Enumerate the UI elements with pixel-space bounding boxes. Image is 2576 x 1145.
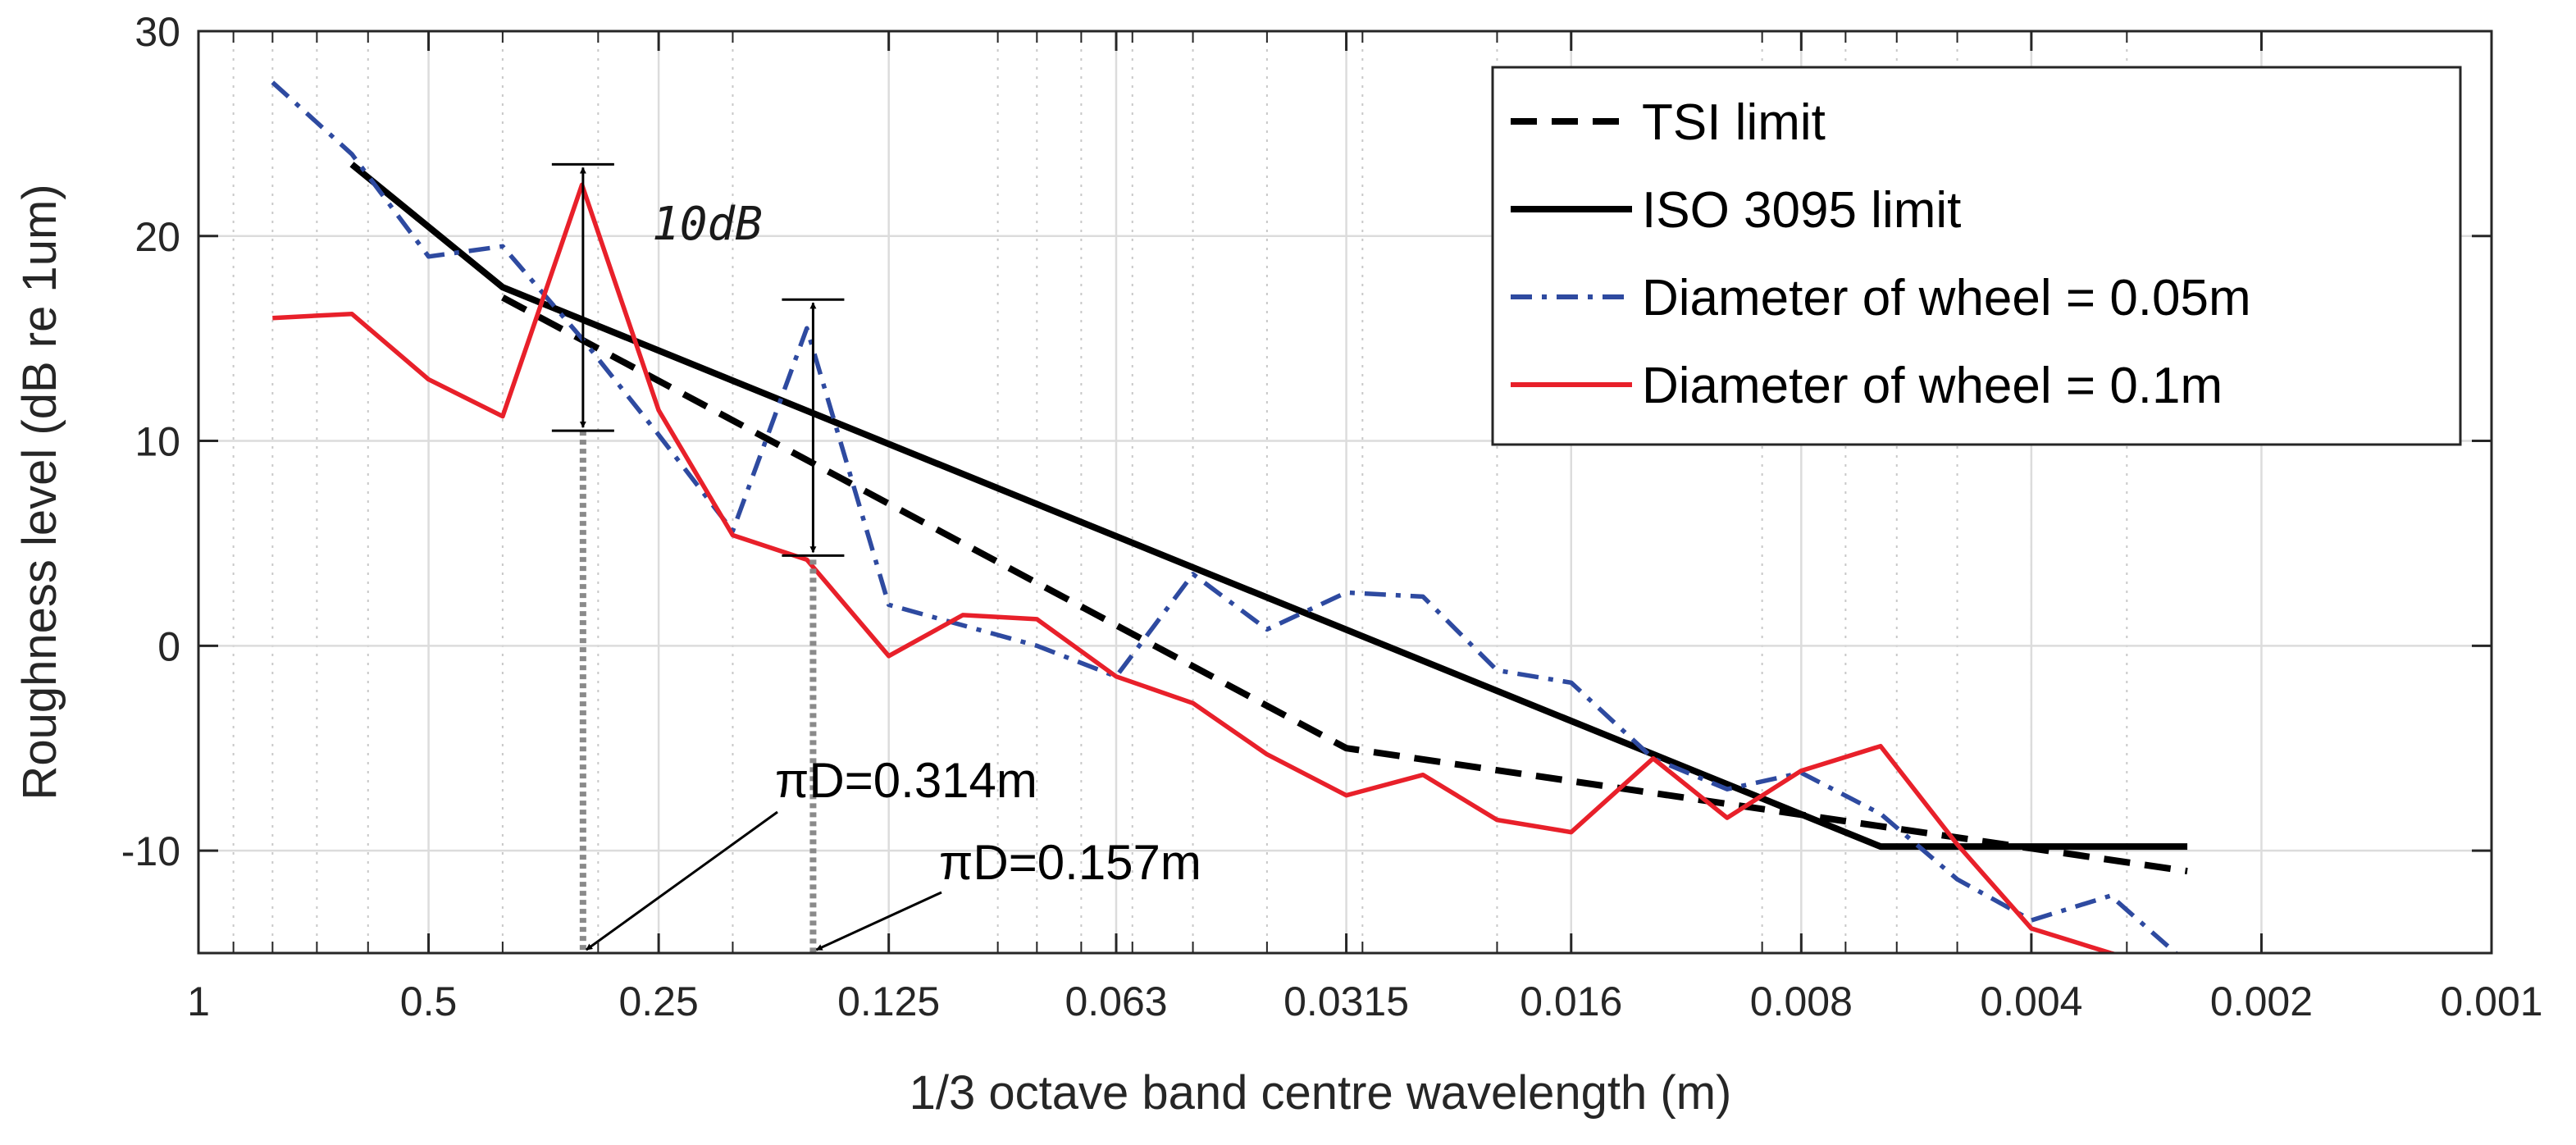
x-tick-label: 0.5: [400, 978, 458, 1024]
x-tick-label: 0.002: [2210, 978, 2313, 1024]
pd-0157-value: D=0.157m: [973, 835, 1201, 890]
legend-label-2: ISO 3095 limit: [1642, 182, 1961, 239]
annotations: [551, 162, 942, 953]
y-tick-label: 0: [157, 623, 180, 669]
series-line-2: [349, 162, 2188, 851]
series-group: [271, 80, 2188, 953]
series-line-4: [272, 182, 2120, 953]
pd-0157-pi: π: [939, 835, 973, 890]
axes-ticks: [197, 30, 2493, 953]
legend-box: [1491, 66, 2462, 446]
legend-label-1: TSI limit: [1642, 94, 1826, 151]
y-tick-label: 10: [134, 419, 180, 465]
x-tick-label: 0.25: [618, 978, 698, 1024]
pd-0314-value: D=0.314m: [809, 753, 1037, 808]
x-tick-label: 0.125: [837, 978, 940, 1024]
series-line-1: [501, 294, 2188, 875]
x-axis-title: 1/3 octave band centre wavelength (m): [910, 1066, 1732, 1120]
x-tick-label: 0.0315: [1283, 978, 1409, 1024]
y-axis-title: Roughness level (dB re 1um): [13, 184, 66, 800]
tick-labels: 1 0.5 0.25 0.125 0.063 0.0315 0.016 0.008 0.004 0…: [121, 9, 2543, 1024]
x-tick-label: 0.063: [1065, 978, 1167, 1024]
pd-0314-label: πD=0.314m: [775, 753, 1037, 808]
legend: TSI limit ISO 3095 limit Diameter of wheel…: [1491, 66, 2462, 446]
series-line-3: [271, 80, 2180, 953]
plot-frame: [197, 30, 2493, 955]
legend-label-4: Diameter of wheel = 0.1m: [1642, 358, 2223, 414]
leader-arrow-2: [815, 891, 942, 951]
y-tick-label: 20: [134, 214, 180, 260]
x-tick-label: 1: [187, 978, 210, 1024]
y-tick-label: -10: [121, 828, 180, 874]
ten-db-label: 10dB: [652, 198, 763, 251]
pd-0157-label: πD=0.157m: [939, 835, 1201, 890]
x-tick-label: 0.004: [1980, 978, 2082, 1024]
leader-arrow-1: [585, 810, 778, 951]
x-tick-label: 0.008: [1750, 978, 1853, 1024]
x-tick-label: 0.001: [2440, 978, 2542, 1024]
x-tick-label: 0.016: [1520, 978, 1622, 1024]
pd-0314-pi: π: [775, 753, 809, 808]
y-tick-label: 30: [134, 9, 180, 55]
legend-label-3: Diameter of wheel = 0.05m: [1642, 270, 2251, 326]
